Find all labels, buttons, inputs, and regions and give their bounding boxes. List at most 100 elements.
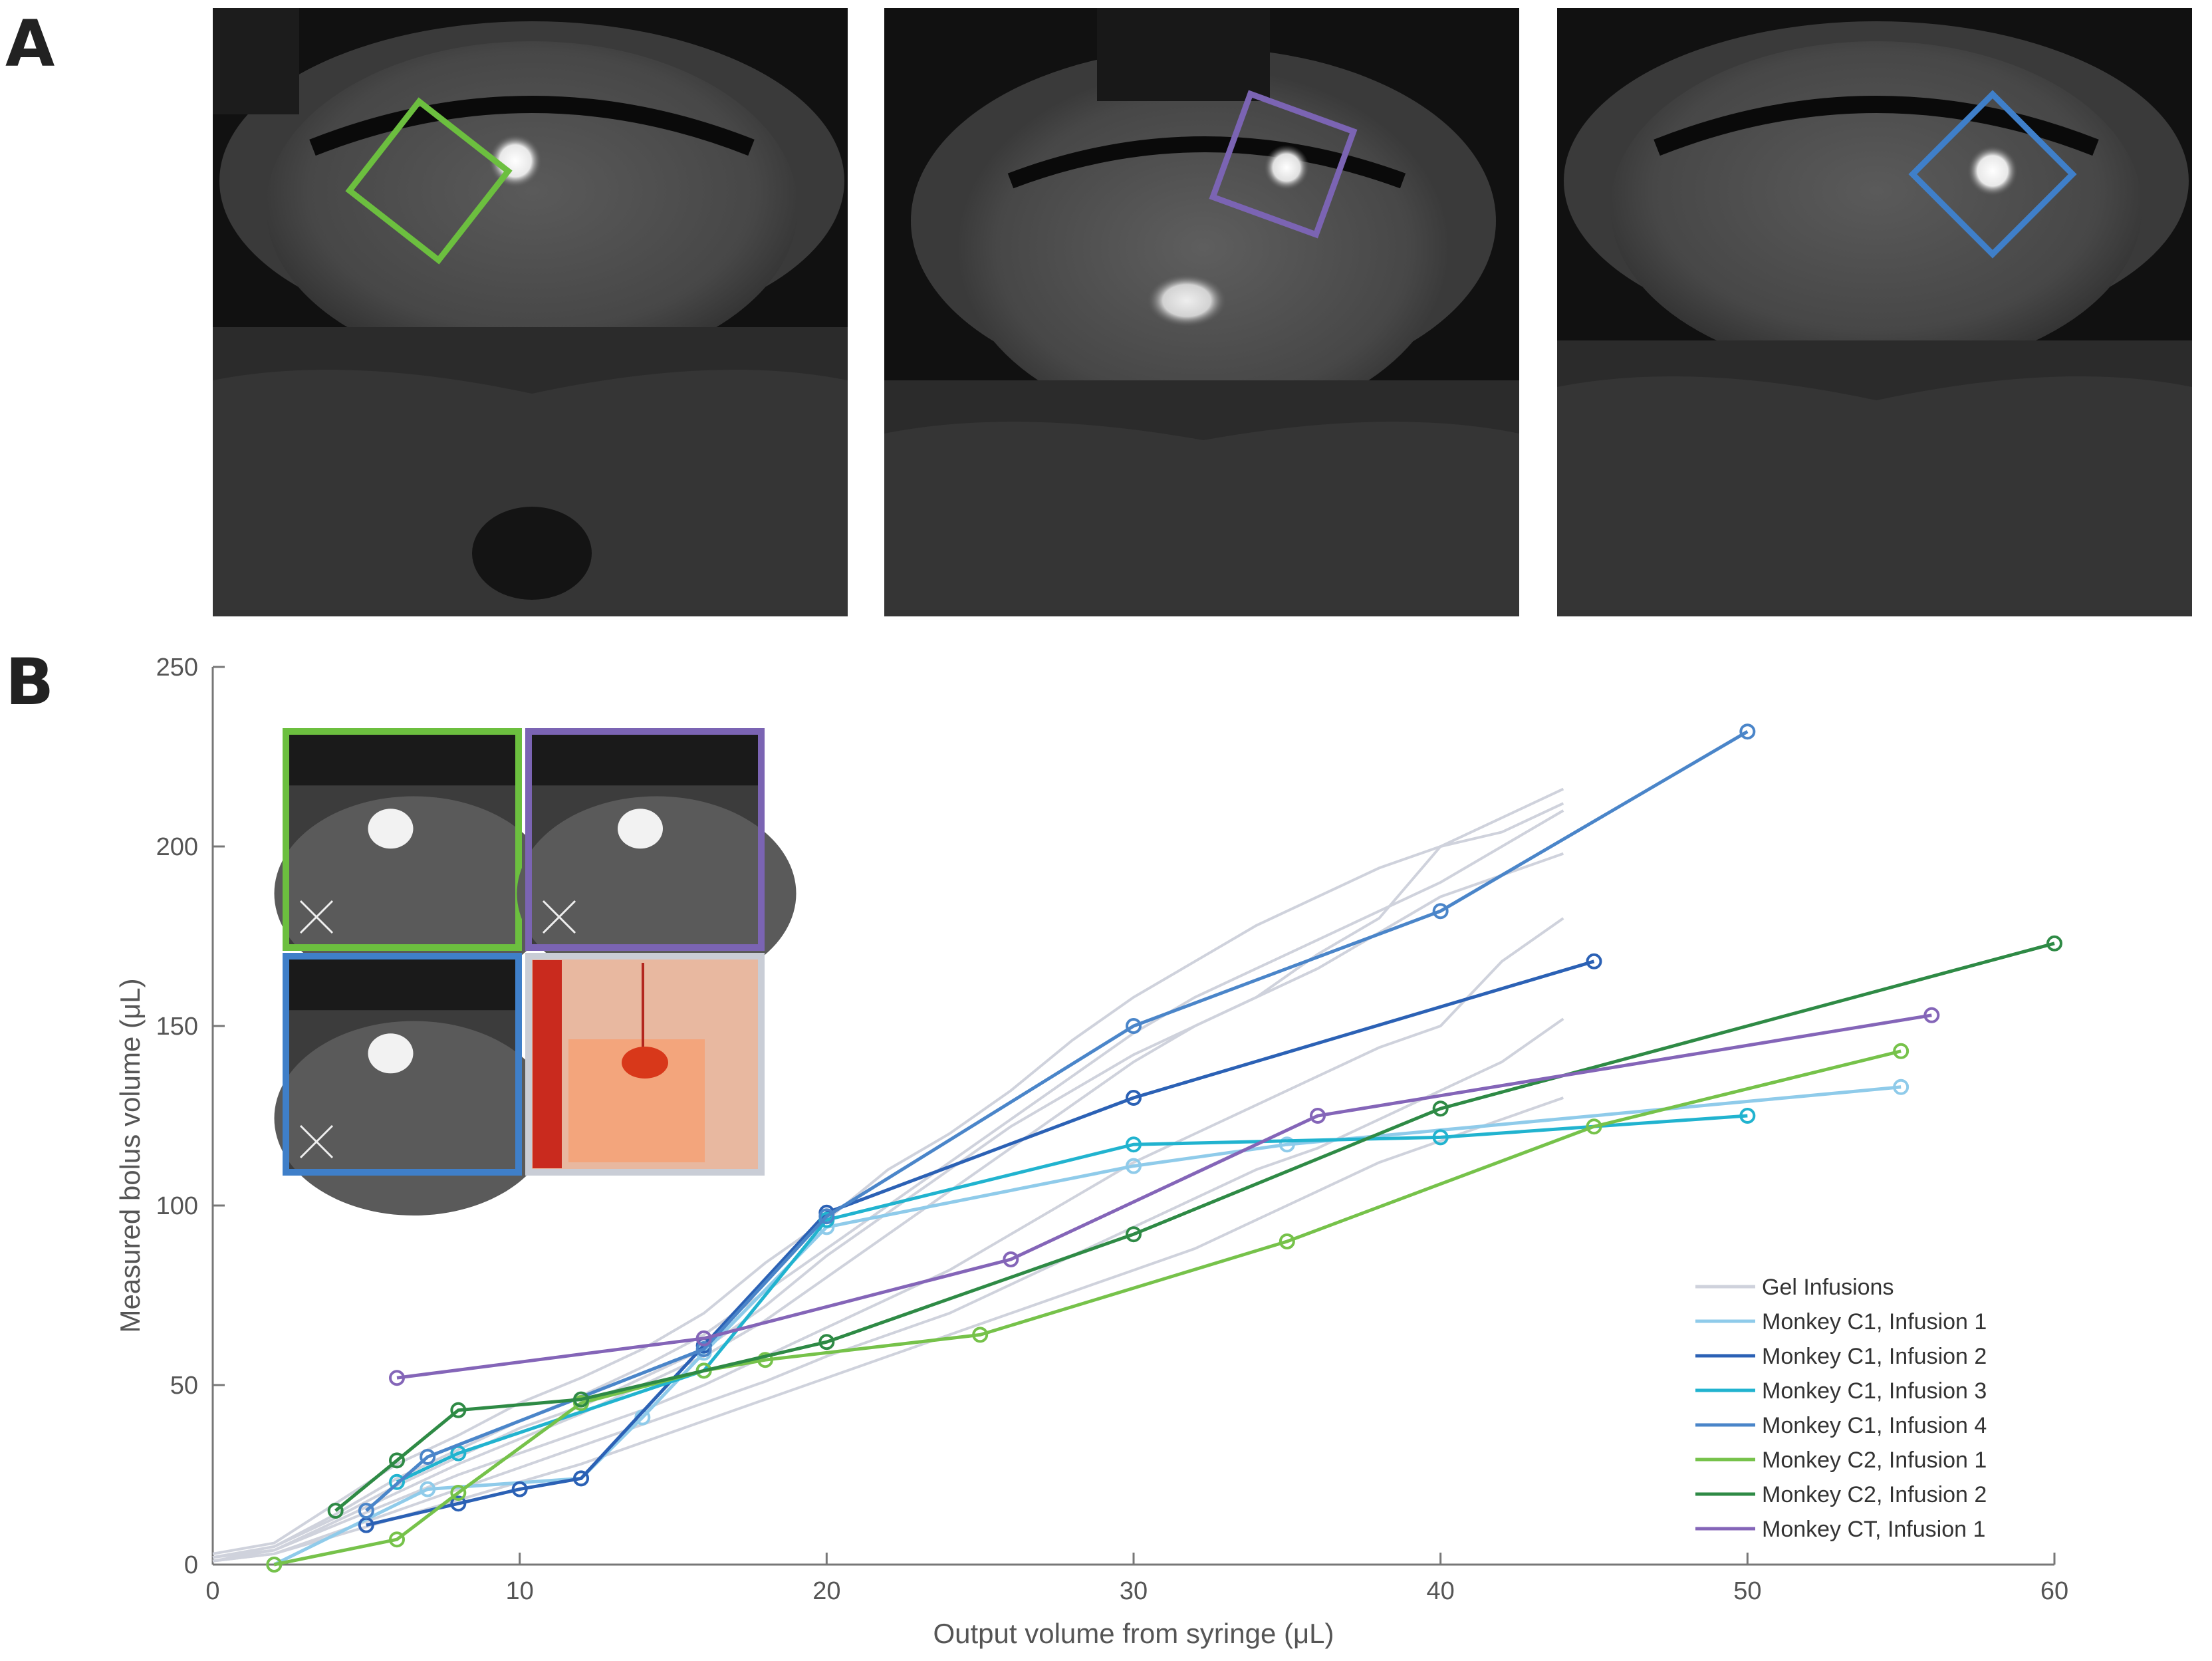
legend-item: Monkey C1, Infusion 1 — [1695, 1309, 1987, 1335]
legend-item: Monkey CT, Infusion 1 — [1695, 1517, 1985, 1542]
data-point — [1923, 1007, 1940, 1023]
series-monkey-c1-infusion-4 — [358, 723, 1756, 1519]
y-tick-label: 50 — [170, 1372, 198, 1400]
region-of-interest-box — [1908, 90, 2077, 259]
data-point — [1893, 1043, 1909, 1059]
legend-item: Monkey C1, Infusion 2 — [1695, 1344, 1987, 1369]
gel-infusion-traces — [212, 787, 1564, 1563]
data-point — [389, 1452, 405, 1469]
y-tick-label: 100 — [156, 1192, 198, 1220]
gel-infusion-trace — [212, 917, 1564, 1559]
x-tick-label: 40 — [1427, 1577, 1455, 1605]
legend-label: Monkey C1, Infusion 3 — [1762, 1378, 1987, 1404]
legend-label: Gel Infusions — [1762, 1275, 1894, 1300]
bolus-volume-chart: 0 10 20 30 40 50 60 0 50 100 150 200 250 Gel Infusio… — [114, 654, 2068, 1649]
gel-photo-ruler — [533, 960, 562, 1168]
x-tick-label: 30 — [1120, 1577, 1148, 1605]
y-axis-title: Measured bolus volume (μL) — [114, 978, 146, 1333]
x-axis-title: Output volume from syringe (μL) — [933, 1618, 1334, 1649]
data-point — [1739, 1108, 1756, 1124]
data-point — [420, 1449, 436, 1465]
gel-infusion-trace — [212, 787, 1564, 1555]
data-point — [1739, 723, 1756, 740]
inset-tissue — [274, 1021, 554, 1215]
series-line — [365, 730, 1749, 1512]
data-point — [389, 1473, 405, 1490]
legend-label: Monkey C1, Infusion 2 — [1762, 1344, 1987, 1369]
data-point — [1279, 1136, 1295, 1153]
mri-image-1 — [213, 8, 848, 616]
inset-border — [525, 728, 765, 951]
data-point — [1310, 1108, 1326, 1124]
data-point — [1126, 1090, 1142, 1106]
y-tick-label: 150 — [156, 1013, 198, 1041]
series-monkey-c2-infusion-2 — [327, 935, 2062, 1519]
x-tick-label: 60 — [2040, 1577, 2068, 1605]
x-tick-label: 0 — [205, 1577, 219, 1605]
data-point — [327, 1503, 344, 1519]
inset-panel-1 — [274, 728, 554, 991]
panel-b-label: B — [5, 645, 55, 719]
data-point — [695, 1330, 712, 1346]
data-point — [1586, 953, 1602, 969]
data-point — [1126, 1226, 1142, 1243]
data-point — [1126, 1018, 1142, 1034]
data-point — [389, 1370, 405, 1386]
orientation-marker — [299, 1124, 334, 1159]
data-point — [450, 1485, 467, 1501]
legend-item: Monkey C1, Infusion 3 — [1695, 1378, 1987, 1404]
series-line — [396, 1013, 1932, 1380]
inset-bolus-spot — [618, 809, 663, 849]
data-point — [573, 1391, 589, 1408]
mri-image-3 — [1557, 8, 2192, 616]
data-point — [420, 1481, 436, 1497]
data-point — [266, 1557, 283, 1573]
legend-item: Monkey C2, Infusion 2 — [1695, 1482, 1987, 1507]
gel-infusion-trace — [212, 802, 1564, 1559]
region-of-interest-box — [1209, 90, 1358, 239]
data-point — [1893, 1079, 1909, 1095]
legend-item: Monkey C2, Infusion 1 — [1695, 1448, 1987, 1473]
data-point — [1432, 1100, 1449, 1117]
x-tick-label: 20 — [812, 1577, 840, 1605]
legend-item: Monkey C1, Infusion 4 — [1695, 1413, 1987, 1438]
series-line — [334, 942, 2055, 1512]
inset-dark-region — [286, 956, 519, 1011]
x-tick-label: 10 — [506, 1577, 534, 1605]
inset-dark-region — [286, 731, 519, 786]
inset-dark-region — [529, 731, 761, 786]
gel-dye-bolus — [622, 1047, 668, 1079]
monkey-series — [266, 723, 2062, 1573]
legend-label: Monkey C2, Infusion 2 — [1762, 1482, 1987, 1507]
data-point — [1432, 903, 1449, 920]
inset-panel-3 — [274, 953, 554, 1215]
y-tick-label: 200 — [156, 833, 198, 861]
inset-border — [525, 953, 765, 1176]
data-point — [389, 1531, 405, 1548]
inset-border — [283, 953, 522, 1176]
data-point — [1003, 1251, 1019, 1267]
y-tick-label: 250 — [156, 654, 198, 682]
data-point — [695, 1341, 712, 1357]
orientation-marker — [542, 900, 576, 934]
mri-scan-1 — [213, 8, 848, 616]
data-point — [818, 1208, 835, 1225]
inset-border — [283, 728, 522, 951]
data-point — [450, 1495, 467, 1512]
chart-legend: Gel Infusions Monkey C1, Infusion 1 Monkey… — [1695, 1275, 1987, 1542]
gel-infusion-trace — [212, 852, 1564, 1563]
legend-label: Monkey CT, Infusion 1 — [1762, 1517, 1985, 1542]
inset-panel-4 — [525, 953, 765, 1176]
series-line — [396, 1114, 1748, 1484]
data-point — [2046, 935, 2062, 952]
data-point — [511, 1481, 528, 1497]
legend-item: Gel Infusions — [1695, 1275, 1894, 1300]
mri-scan-3 — [1557, 8, 2192, 616]
y-tick-label: 0 — [184, 1551, 198, 1579]
inset-bolus-spot — [368, 1033, 414, 1074]
data-point — [1126, 1158, 1142, 1174]
inset-tissue — [517, 796, 797, 991]
data-point — [757, 1352, 773, 1368]
legend-label: Monkey C1, Infusion 4 — [1762, 1413, 1987, 1438]
data-point — [450, 1402, 467, 1418]
